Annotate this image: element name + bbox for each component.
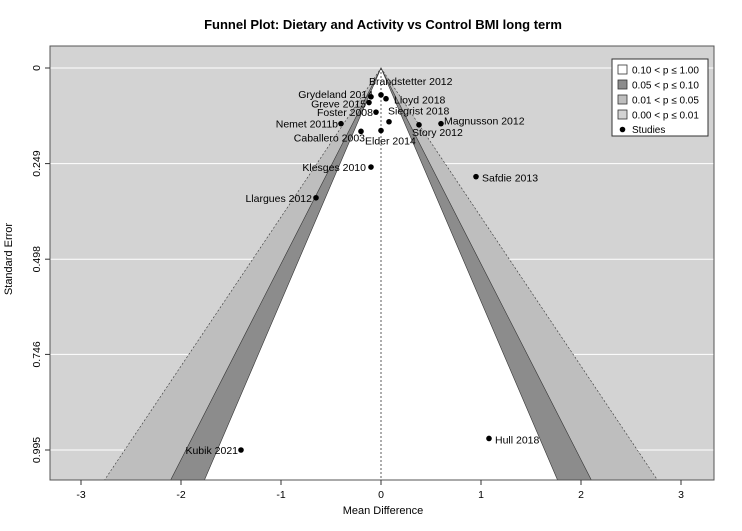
study-point	[438, 120, 444, 127]
legend-box	[611, 58, 709, 137]
x-tick-label: 2	[578, 489, 584, 501]
legend-swatch	[617, 109, 628, 120]
x-tick-label: -1	[276, 489, 285, 501]
legend-label: 0.01 < p ≤ 0.05	[632, 96, 699, 107]
study-label: Llargues 2012	[245, 193, 312, 205]
study-point	[238, 447, 244, 453]
study-label: Magnusson 2012	[444, 116, 525, 128]
legend-studies-marker	[619, 126, 626, 133]
legend-swatch	[617, 64, 628, 75]
y-tick-label: 0.249	[31, 150, 43, 176]
study-point	[383, 95, 389, 102]
study-point	[338, 120, 344, 127]
y-tick-label: 0.498	[31, 246, 43, 272]
study-point	[378, 127, 384, 134]
study-label: Safdie 2013	[482, 173, 538, 185]
study-point	[386, 118, 392, 125]
study-point	[368, 164, 374, 170]
study-label: Greve 2015	[311, 99, 366, 111]
x-tick-label: -3	[76, 489, 85, 501]
x-axis: -3 -2 -1 0 1 2 3	[76, 480, 684, 501]
plot-border	[49, 45, 715, 481]
y-tick-label: 0.746	[31, 341, 43, 367]
legend-label: 0.05 < p ≤ 0.10	[632, 81, 699, 92]
legend-label: 0.10 < p ≤ 1.00	[632, 66, 699, 77]
study-label: Lloyd 2018	[394, 95, 446, 107]
x-tick-label: 3	[678, 489, 684, 501]
study-label: Foster 2008	[317, 107, 373, 119]
y-axis-label: Standard Error	[3, 223, 15, 295]
study-point	[473, 173, 479, 180]
study-point	[486, 435, 492, 442]
x-tick-label: -2	[176, 489, 185, 501]
study-label: Klesges 2010	[302, 162, 366, 174]
study-point	[366, 99, 372, 106]
study-label: Story 2012	[412, 127, 463, 139]
study-point	[378, 92, 384, 98]
study-label: Elder 2014	[365, 136, 416, 148]
study-label: Caballero 2003	[294, 132, 365, 144]
study-point	[373, 109, 379, 115]
legend-label: 0.00 < p ≤ 0.01	[632, 111, 699, 122]
y-tick-label: 0	[31, 65, 43, 71]
study-point	[313, 194, 319, 201]
study-label: Grydeland 2014	[298, 89, 373, 101]
y-axis: 0 0.249 0.498 0.746 0.995	[31, 65, 50, 463]
legend-swatch	[617, 79, 628, 90]
study-label: Hull 2018	[495, 434, 540, 446]
study-label: Brandstetter 2012	[369, 76, 453, 88]
study-label: Siegrist 2018	[388, 106, 449, 118]
study-point	[416, 122, 422, 128]
x-tick-label: 1	[478, 489, 484, 501]
legend: 0.10 < p ≤ 1.00 0.05 < p ≤ 0.10 0.01 < p ≤…	[611, 58, 709, 137]
study-point	[368, 93, 374, 100]
x-axis-label: Mean Difference	[343, 505, 424, 517]
plot-inner	[50, 46, 714, 480]
legend-label: Studies	[632, 125, 665, 136]
study-label: Nemet 2011b	[276, 119, 338, 131]
legend-swatch	[617, 94, 628, 105]
study-label: Kubik 2021	[185, 445, 238, 457]
y-tick-label: 0.995	[31, 437, 43, 463]
study-point	[358, 128, 364, 135]
x-tick-label: 0	[378, 489, 384, 501]
chart-title: Funnel Plot: Dietary and Activity vs Con…	[204, 17, 562, 32]
